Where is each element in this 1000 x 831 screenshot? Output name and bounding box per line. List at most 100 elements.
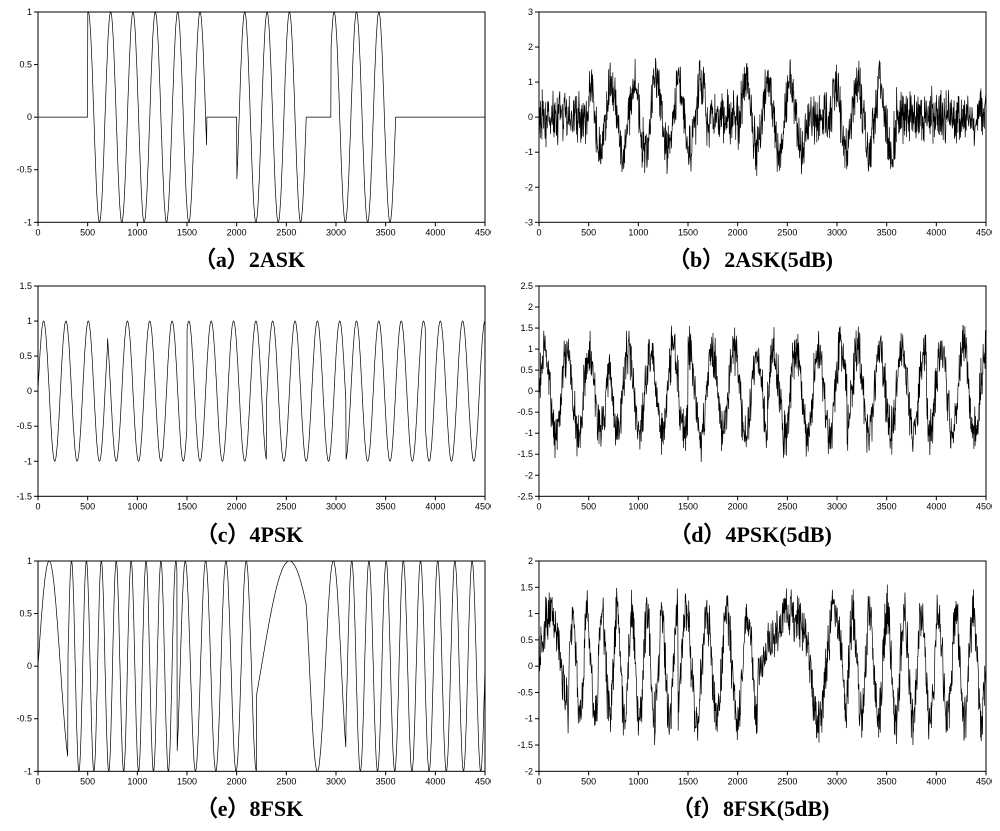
svg-text:500: 500 [581,227,596,237]
svg-text:4500: 4500 [475,776,491,786]
svg-text:500: 500 [80,227,95,237]
svg-text:1500: 1500 [678,227,698,237]
svg-text:-3: -3 [525,217,533,227]
panel-d: -2.5-2-1.5-1-0.500.511.522.5050010001500… [509,280,992,548]
svg-text:-2: -2 [525,182,533,192]
svg-text:-1.5: -1.5 [517,450,533,460]
svg-text:0: 0 [27,112,32,122]
svg-text:4000: 4000 [926,227,946,237]
svg-text:1000: 1000 [127,776,147,786]
svg-text:1: 1 [528,77,533,87]
svg-text:0.5: 0.5 [19,608,32,618]
svg-text:0: 0 [536,227,541,237]
svg-text:-2: -2 [525,766,533,776]
svg-text:3500: 3500 [376,502,396,512]
svg-text:0.5: 0.5 [520,365,533,375]
svg-text:3500: 3500 [877,776,897,786]
svg-text:-1.5: -1.5 [517,740,533,750]
svg-text:1: 1 [27,556,32,566]
caption-a: （a）2ASK [8,242,491,274]
svg-text:3000: 3000 [827,776,847,786]
svg-text:-0.5: -0.5 [517,408,533,418]
svg-text:4500: 4500 [976,227,992,237]
svg-text:1000: 1000 [127,227,147,237]
svg-text:3000: 3000 [326,776,346,786]
svg-text:0: 0 [35,502,40,512]
svg-text:-0.5: -0.5 [16,165,32,175]
svg-text:3000: 3000 [827,502,847,512]
svg-text:4500: 4500 [976,502,992,512]
svg-text:-2: -2 [525,471,533,481]
svg-text:-0.5: -0.5 [16,713,32,723]
svg-text:4000: 4000 [425,776,445,786]
svg-text:4000: 4000 [425,502,445,512]
svg-text:2500: 2500 [276,227,296,237]
panel-e: -1 -0.5 0 0.5 1 0 500 1000 1500 2000 2500 3000 3500 4… [8,555,491,823]
svg-text:-1: -1 [24,457,32,467]
svg-text:500: 500 [581,502,596,512]
svg-text:-1: -1 [24,766,32,776]
svg-text:0: 0 [528,112,533,122]
svg-text:1: 1 [27,316,32,326]
svg-text:-1.5: -1.5 [16,492,32,502]
svg-text:2000: 2000 [227,227,247,237]
svg-text:2500: 2500 [777,502,797,512]
plot-a: -1-0.500.5105001000150020002500300035004… [8,6,491,240]
svg-text:1500: 1500 [177,502,197,512]
svg-text:-1: -1 [525,147,533,157]
svg-text:2000: 2000 [227,502,247,512]
svg-text:0: 0 [35,776,40,786]
svg-text:500: 500 [80,502,95,512]
svg-text:500: 500 [80,776,95,786]
plot-e: -1 -0.5 0 0.5 1 0 500 1000 1500 2000 2500 3000 3500 4… [8,555,491,789]
svg-text:3000: 3000 [326,227,346,237]
panel-c: -1.5-1-0.500.511.50500100015002000250030… [8,280,491,548]
svg-text:0: 0 [528,661,533,671]
plot-f: -2-1.5-1-0.500.511.520500100015002000250… [509,555,992,789]
svg-text:1: 1 [27,7,32,17]
figure-grid: -1-0.500.5105001000150020002500300035004… [0,0,1000,831]
svg-text:3: 3 [528,7,533,17]
svg-text:2: 2 [528,302,533,312]
svg-text:3000: 3000 [827,227,847,237]
svg-text:2000: 2000 [227,776,247,786]
svg-text:1: 1 [528,344,533,354]
svg-text:4000: 4000 [926,502,946,512]
plot-d: -2.5-2-1.5-1-0.500.511.522.5050010001500… [509,280,992,514]
svg-text:1500: 1500 [678,776,698,786]
svg-text:-1: -1 [525,713,533,723]
svg-text:0: 0 [27,386,32,396]
svg-text:2500: 2500 [276,776,296,786]
svg-text:0: 0 [27,661,32,671]
svg-text:0: 0 [528,386,533,396]
svg-text:0.5: 0.5 [19,60,32,70]
svg-text:3500: 3500 [376,776,396,786]
svg-text:3500: 3500 [877,227,897,237]
svg-text:-0.5: -0.5 [517,687,533,697]
svg-text:1000: 1000 [628,776,648,786]
svg-text:1.5: 1.5 [520,582,533,592]
svg-text:-0.5: -0.5 [16,422,32,432]
svg-text:2500: 2500 [777,776,797,786]
plot-c: -1.5-1-0.500.511.50500100015002000250030… [8,280,491,514]
svg-text:2500: 2500 [777,227,797,237]
svg-text:1: 1 [528,608,533,618]
svg-text:4000: 4000 [926,776,946,786]
svg-text:0.5: 0.5 [520,635,533,645]
svg-text:0: 0 [35,227,40,237]
svg-text:4500: 4500 [475,502,491,512]
caption-c: （c）4PSK [8,517,491,549]
svg-text:1500: 1500 [177,776,197,786]
svg-text:-2.5: -2.5 [517,492,533,502]
svg-text:1000: 1000 [628,502,648,512]
svg-text:0: 0 [536,776,541,786]
svg-text:1500: 1500 [678,502,698,512]
svg-text:3500: 3500 [877,502,897,512]
svg-text:1000: 1000 [127,502,147,512]
caption-e: （e）8FSK [8,791,491,823]
svg-text:4000: 4000 [425,227,445,237]
caption-f: （f）8FSK(5dB) [509,791,992,823]
svg-text:3500: 3500 [376,227,396,237]
svg-text:1.5: 1.5 [520,323,533,333]
svg-text:-1: -1 [24,217,32,227]
